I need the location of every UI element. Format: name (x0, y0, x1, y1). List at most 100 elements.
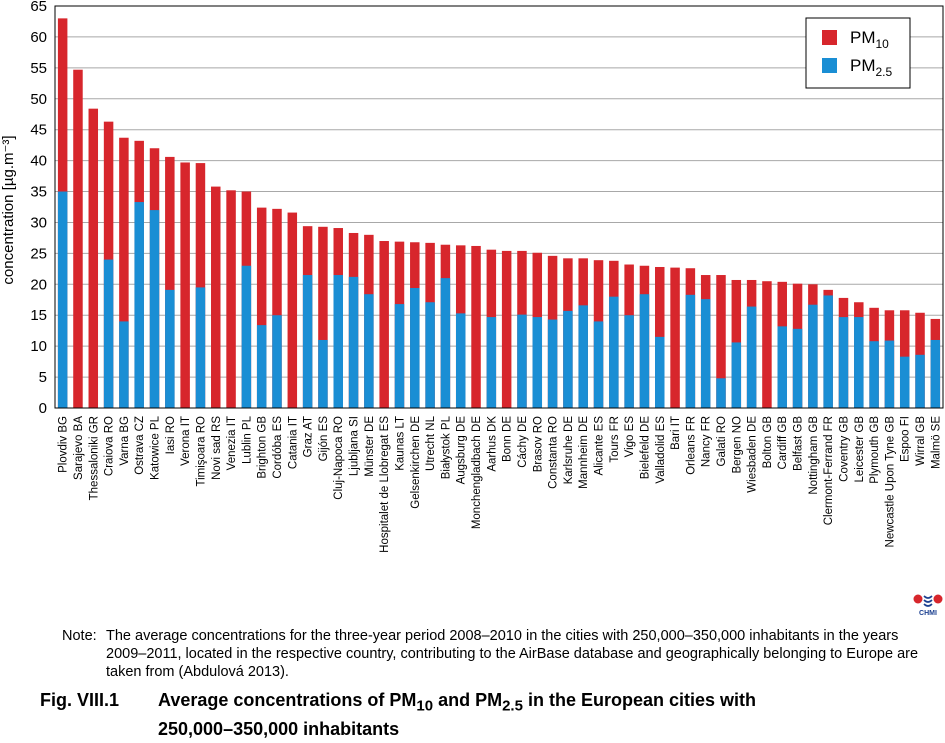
chmi-logo: CHMI (912, 592, 944, 622)
bar-pm25 (348, 276, 359, 408)
bar-pm10 (119, 137, 129, 409)
x-tick-label: Varna BG (119, 416, 131, 466)
bar-pm25 (884, 340, 895, 408)
x-tick-label: Wirral GB (915, 416, 927, 466)
bar-pm10 (379, 241, 389, 408)
bar-pm10 (226, 190, 236, 408)
x-tick-label: Wiesbaden DE (747, 416, 759, 493)
chmi-logo-icon (913, 594, 943, 607)
bar-pm25 (455, 313, 466, 408)
x-tick-label: Cardiff GB (777, 416, 789, 470)
bar-pm25 (792, 328, 803, 408)
legend: PM10 PM2.5 (805, 17, 911, 89)
y-tick-label: 65 (30, 0, 47, 15)
bar-pm25 (639, 294, 650, 408)
x-tick-label: Valladolid ES (655, 416, 667, 484)
y-tick-label: 0 (39, 400, 47, 417)
x-tick-label: Belfast GB (793, 416, 805, 471)
y-tick-label: 30 (30, 214, 47, 231)
x-tick-label: Plovdiv BG (58, 416, 70, 473)
bar-pm25 (899, 356, 910, 408)
legend-swatch (822, 30, 837, 45)
pm25-bars (57, 191, 941, 408)
x-tick-label: Kaunas LT (394, 416, 406, 471)
axes (54, 5, 944, 409)
x-tick-label: Bergen NO (731, 416, 743, 474)
bar-pm10 (762, 281, 772, 408)
bar-pm25 (195, 287, 206, 408)
bar-pm25 (777, 326, 787, 408)
x-tick-label: Nancy FR (701, 416, 713, 467)
bar-pm25 (425, 302, 435, 408)
x-tick-label: Hospitalet de Llobregat ES (379, 416, 391, 553)
bar-pm25 (103, 259, 114, 408)
x-tick-label: Alicante ES (594, 416, 606, 476)
y-tick-label: 55 (30, 60, 47, 77)
bar-pm10 (165, 156, 175, 408)
x-tick-label: Bielefeld DE (639, 416, 651, 480)
bar-pm25 (869, 341, 879, 408)
figure-title: Average concentrations of PM10 and PM2.5… (158, 689, 930, 740)
x-tick-label: Cáchy DE (517, 416, 529, 468)
x-tick-label: Katowice PL (150, 415, 162, 480)
bar-pm25 (808, 304, 818, 408)
note-text: The average concentrations for the three… (106, 628, 919, 680)
x-tick-label: Monchengladbach DE (471, 416, 483, 529)
x-tick-label: Brighton GB (257, 416, 269, 479)
bar-pm10 (195, 163, 206, 408)
x-tick-label: Malmö SE (930, 416, 942, 469)
bar-pm10 (318, 226, 328, 408)
x-tick-label: Venezia IT (226, 416, 238, 470)
note: Note: The average concentrations for the… (62, 627, 937, 681)
x-tick-label: Cordóba ES (272, 416, 284, 479)
x-tick-label: Gijón ES (318, 416, 330, 462)
x-tick-label: Bari IT (670, 416, 682, 450)
bar-pm25 (333, 275, 343, 408)
bar-pm25 (746, 306, 757, 408)
y-tick-label: 45 (30, 122, 47, 139)
x-tick-label: Münster DE (364, 416, 376, 477)
y-tick-label: 20 (30, 276, 47, 293)
y-axis-label: concentration [µg.m⁻³] (0, 135, 17, 284)
bar-pm25 (410, 288, 420, 408)
legend-swatch (822, 58, 837, 73)
x-tick-label: Orleans FR (685, 416, 697, 475)
bar-pm10 (287, 212, 298, 408)
bar-pm10 (211, 186, 221, 408)
x-tick-label: Mannheim DE (578, 416, 590, 489)
x-tick-label: Bonn DE (502, 416, 514, 462)
x-tick-label: Utrecht NL (425, 415, 437, 471)
bar-pm25 (700, 299, 711, 408)
x-tick-label: Plymouth GB (869, 416, 881, 484)
x-tick-label: Espoo FI (900, 416, 912, 462)
bar-pm25 (256, 325, 267, 408)
caption-part1: Average concentrations of PM (158, 690, 417, 710)
figure-number: Fig. VIII.1 (40, 690, 120, 710)
bar-pm10 (256, 207, 267, 408)
x-tick-label: Catania IT (287, 416, 299, 469)
caption-part3: in the European cities with (522, 690, 756, 710)
x-tick-label: Verona IT (180, 416, 192, 466)
x-tick-label: Tours FR (609, 416, 621, 463)
x-tick-label: Ljubljana SI (349, 416, 361, 476)
bar-pm10 (471, 245, 481, 408)
x-tick-label: Ostrava CZ (134, 416, 146, 475)
bar-pm25 (149, 210, 160, 408)
bar-pm25 (655, 336, 665, 408)
bar-pm25 (854, 317, 864, 408)
bar-pm25 (165, 289, 175, 408)
bar-pm25 (578, 305, 588, 408)
bar-pm10 (716, 275, 726, 408)
bar-pm25 (318, 339, 328, 408)
x-tick-label: Galati RO (716, 416, 728, 467)
bar-pm25 (624, 315, 634, 408)
bar-pm25 (547, 319, 558, 408)
bar-pm25 (440, 278, 451, 408)
bar-pm25 (364, 294, 374, 408)
x-tick-labels: Plovdiv BG Sarajevo BA Thessaloniki GR Crai… (58, 415, 943, 552)
bar-pm25 (838, 317, 849, 408)
legend-label: PM10 (850, 28, 889, 51)
x-tick-label: Karlsruhe DE (563, 416, 575, 485)
bar-pm25 (685, 294, 696, 408)
bar-pm10 (272, 208, 282, 408)
